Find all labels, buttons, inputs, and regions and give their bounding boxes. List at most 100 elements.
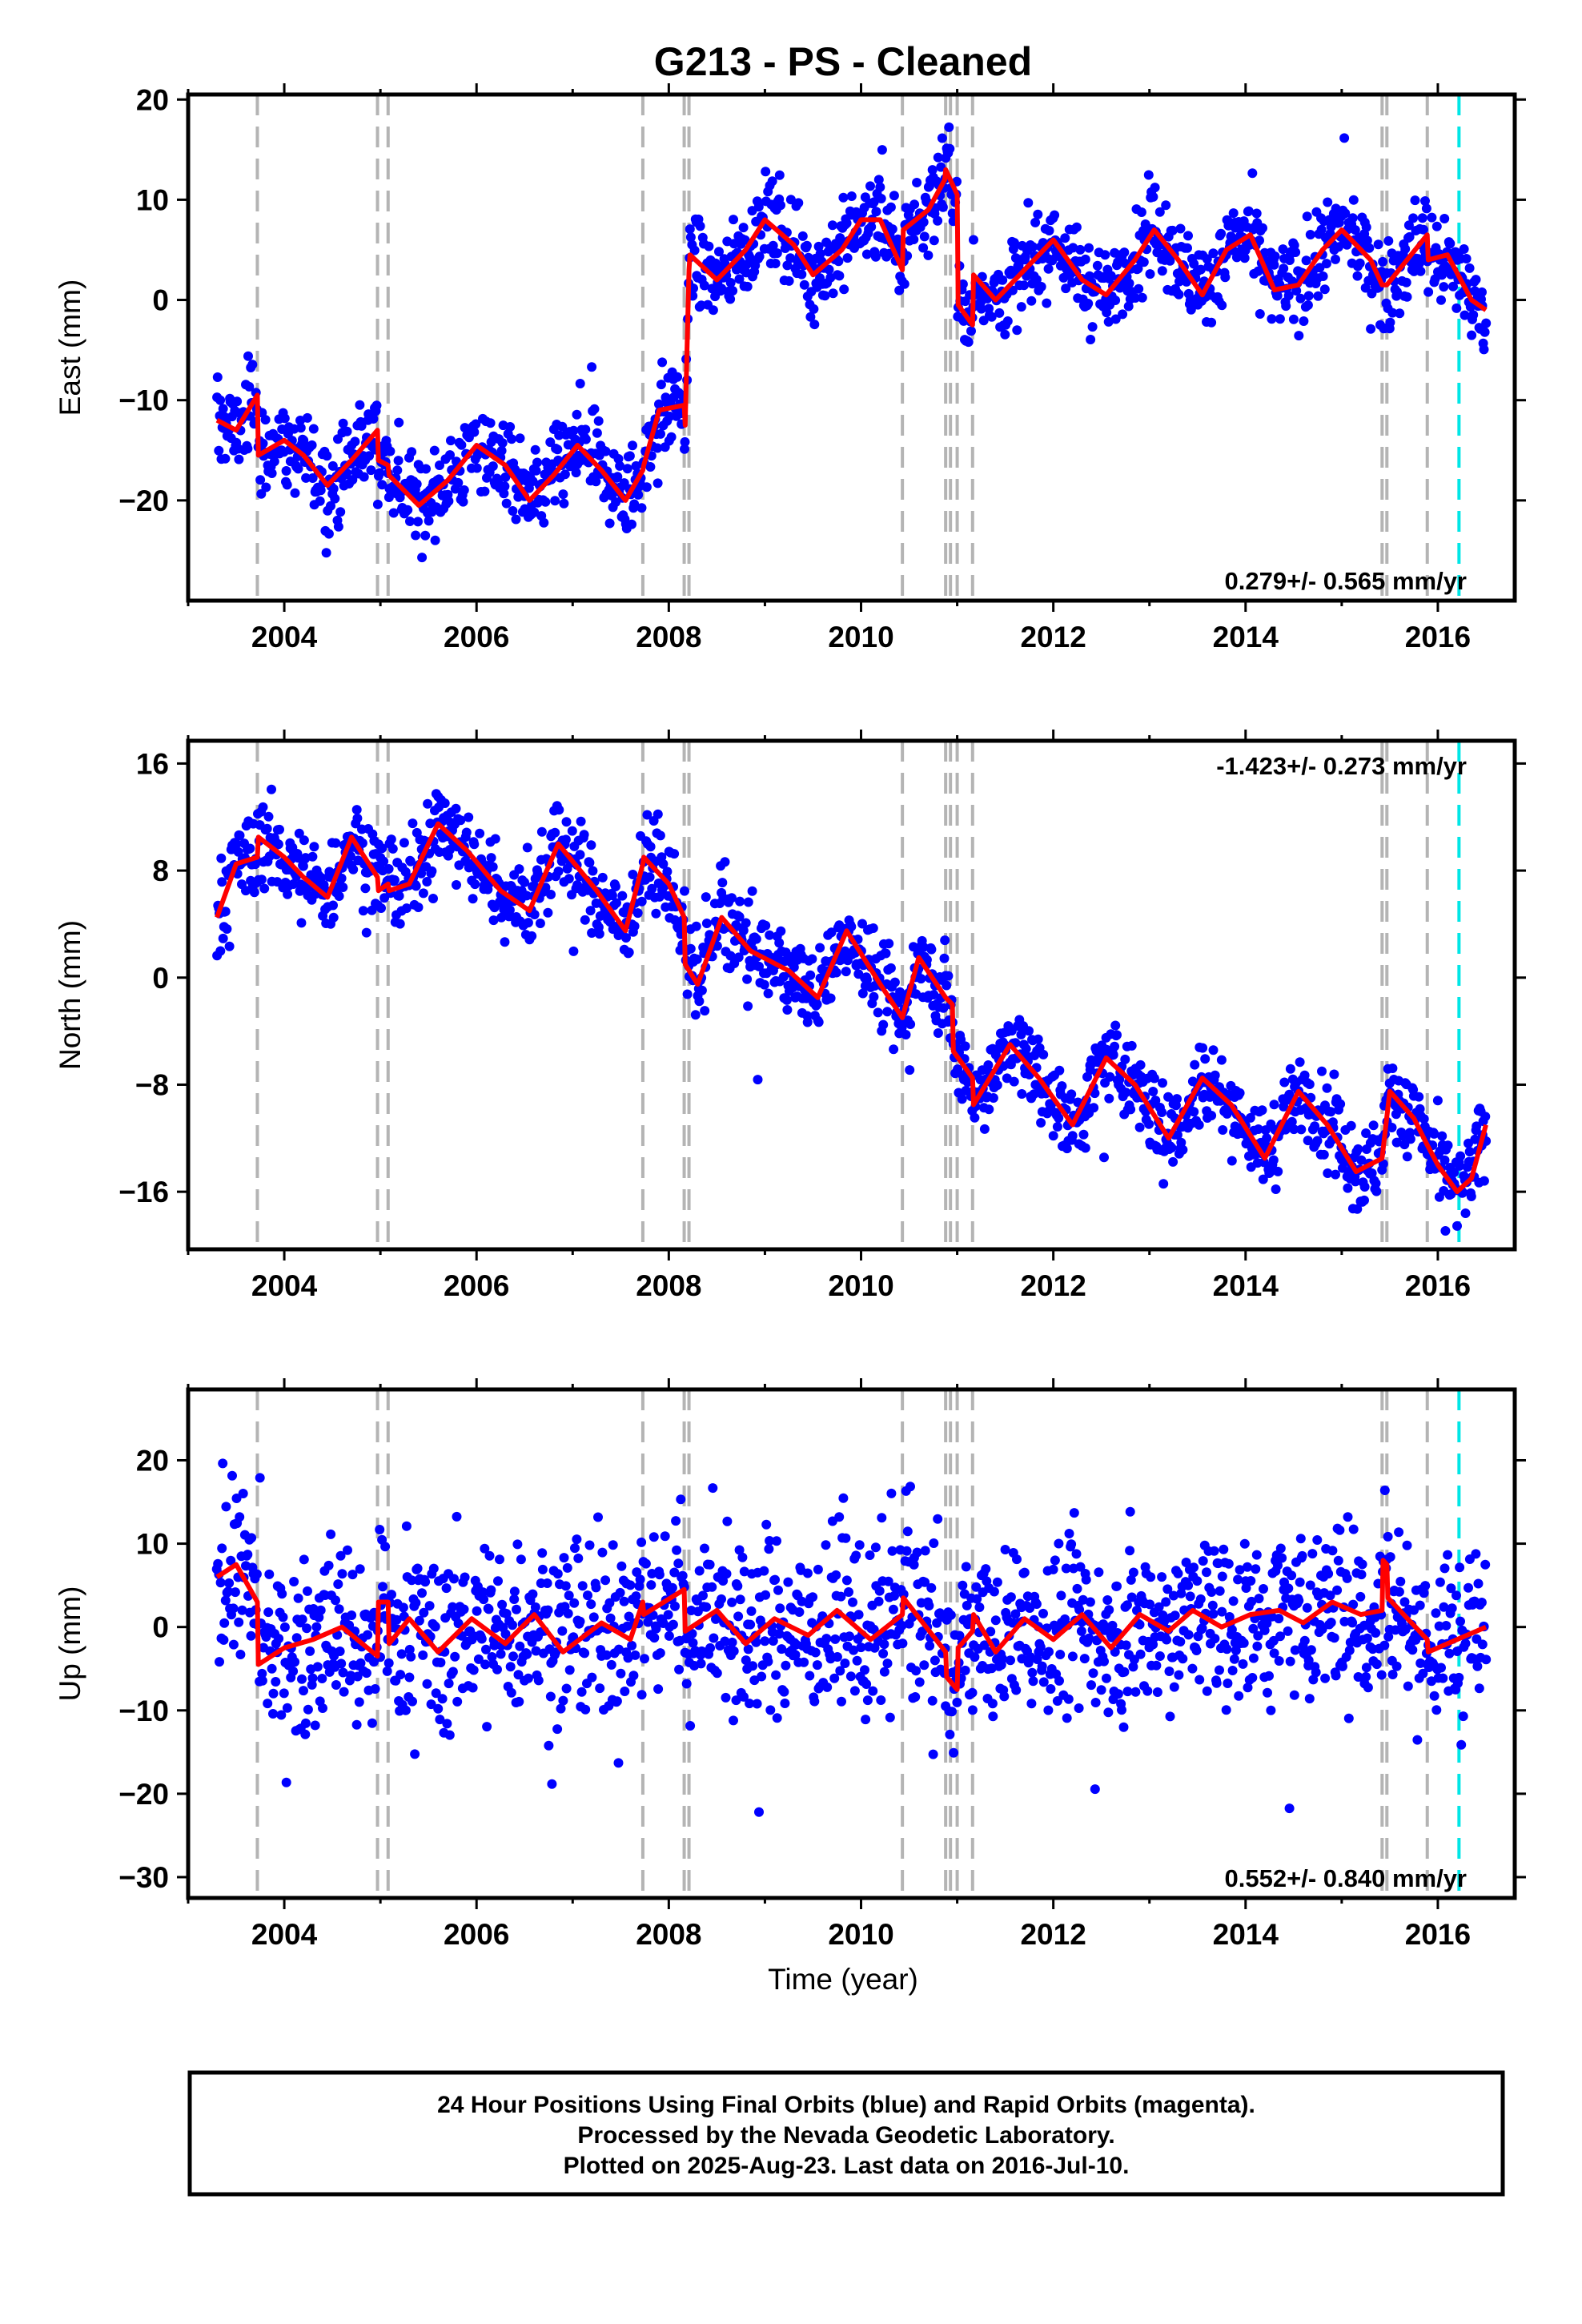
data-point: [508, 1620, 517, 1630]
data-point: [652, 809, 663, 819]
data-point: [933, 1514, 943, 1524]
data-point: [962, 1600, 972, 1610]
data-point: [1120, 1054, 1130, 1064]
data-point: [619, 1596, 629, 1606]
data-point: [1465, 302, 1476, 312]
data-point: [1304, 1694, 1315, 1704]
data-point: [1270, 251, 1280, 261]
data-point: [327, 460, 338, 471]
data-point: [926, 1582, 937, 1593]
data-point: [1295, 1057, 1305, 1068]
data-point: [485, 418, 496, 428]
data-point: [1339, 133, 1350, 143]
data-point: [259, 883, 270, 894]
data-point: [853, 1610, 864, 1620]
data-point: [488, 862, 498, 872]
data-point: [1471, 275, 1481, 285]
data-point: [1125, 1506, 1135, 1517]
data-point: [1210, 1070, 1220, 1080]
data-point: [1248, 1623, 1259, 1634]
data-point: [235, 1650, 246, 1659]
east-panel: 2004 2006 2008 2010 2012 2014 201620100−10−20E…: [54, 83, 1526, 653]
data-point: [1029, 1089, 1039, 1100]
data-point: [482, 1722, 492, 1732]
data-point: [600, 446, 611, 456]
data-point: [665, 412, 675, 421]
data-point: [1323, 1168, 1333, 1178]
data-point: [1228, 208, 1239, 219]
data-point: [444, 1730, 455, 1740]
data-point: [1151, 1660, 1162, 1671]
data-point: [899, 279, 909, 289]
data-point: [1052, 1696, 1062, 1706]
data-point: [475, 828, 485, 838]
data-point: [302, 412, 312, 423]
data-point: [930, 1655, 940, 1666]
x-tick-label: 2008: [636, 621, 701, 653]
data-point: [1289, 1690, 1299, 1700]
data-point: [234, 1617, 244, 1627]
data-point: [1085, 1597, 1095, 1607]
data-point: [635, 1574, 645, 1585]
data-point: [1362, 1633, 1372, 1643]
data-point: [856, 1642, 866, 1653]
data-point: [720, 857, 730, 867]
data-point: [1412, 1735, 1423, 1745]
data-point: [1175, 1637, 1186, 1647]
data-point: [805, 312, 816, 322]
data-point: [1322, 1083, 1332, 1093]
data-point: [218, 404, 228, 414]
data-point: [261, 482, 271, 493]
data-point: [1357, 1559, 1367, 1570]
data-point: [1245, 1112, 1255, 1123]
data-point: [1128, 1567, 1138, 1578]
data-point: [809, 1696, 820, 1707]
data-point: [1200, 1054, 1211, 1064]
x-tick-label: 2004: [251, 621, 318, 653]
data-point: [1061, 1563, 1071, 1574]
data-point: [772, 1536, 781, 1546]
data-point: [812, 1660, 822, 1671]
data-point: [781, 995, 792, 1005]
data-point: [1254, 1594, 1264, 1604]
data-point: [456, 815, 466, 826]
data-point: [311, 1622, 322, 1632]
data-point: [1239, 1638, 1249, 1648]
data-point: [783, 1577, 793, 1587]
data-point: [809, 320, 820, 330]
data-point: [507, 434, 516, 444]
data-point: [508, 506, 518, 516]
data-point: [1379, 1640, 1390, 1651]
data-point: [1168, 1590, 1178, 1601]
data-point: [644, 872, 655, 883]
data-point: [873, 1596, 884, 1606]
data-point: [1016, 1029, 1026, 1039]
data-point: [505, 1662, 516, 1672]
data-point: [1112, 1581, 1122, 1591]
data-point: [315, 485, 326, 496]
data-point: [238, 1489, 248, 1498]
data-point: [1054, 1065, 1065, 1076]
data-point: [508, 1651, 518, 1662]
data-point: [1186, 304, 1196, 315]
data-point: [673, 372, 683, 382]
data-point: [488, 915, 499, 926]
data-point: [220, 907, 231, 917]
data-point: [666, 432, 677, 442]
data-point: [845, 1631, 854, 1642]
data-point: [1275, 314, 1285, 324]
data-point: [575, 379, 585, 388]
data-point: [1399, 1597, 1410, 1607]
data-point: [802, 1017, 813, 1027]
data-point: [865, 1550, 875, 1560]
data-point: [986, 1626, 996, 1637]
data-point: [1325, 1590, 1335, 1601]
y-tick-label: −8: [135, 1068, 169, 1101]
data-point: [584, 1540, 595, 1550]
data-point: [655, 830, 665, 841]
data-point: [1152, 1687, 1162, 1697]
data-point: [540, 497, 551, 507]
data-point: [1100, 250, 1110, 260]
data-point: [385, 446, 396, 456]
data-point: [1157, 1572, 1167, 1582]
